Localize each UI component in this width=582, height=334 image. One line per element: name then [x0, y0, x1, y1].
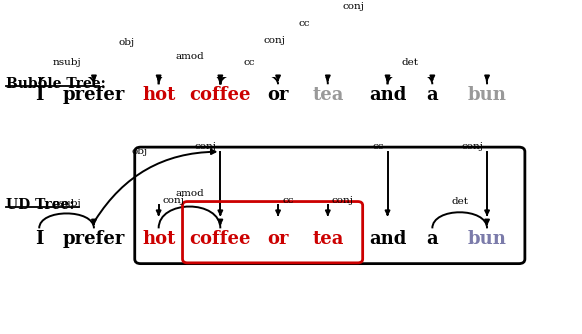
Text: a: a: [427, 86, 438, 104]
Text: cc: cc: [243, 58, 255, 67]
Text: I: I: [35, 230, 44, 248]
Text: cc: cc: [282, 196, 293, 205]
Text: cc: cc: [298, 19, 310, 28]
Text: det: det: [402, 58, 418, 67]
Text: conj: conj: [461, 142, 483, 151]
Text: or: or: [267, 230, 289, 248]
Text: tea: tea: [312, 230, 343, 248]
Text: nsubj: nsubj: [52, 58, 81, 67]
Text: cc: cc: [372, 142, 384, 151]
Text: hot: hot: [142, 230, 175, 248]
Text: I: I: [35, 86, 44, 104]
Text: and: and: [369, 86, 406, 104]
Text: obj: obj: [118, 38, 134, 47]
Text: coffee: coffee: [190, 230, 251, 248]
Text: amod: amod: [175, 189, 204, 198]
Text: nsubj: nsubj: [52, 199, 81, 208]
Text: conj: conj: [194, 142, 217, 151]
Text: obj: obj: [131, 147, 147, 156]
Text: conj: conj: [263, 36, 285, 45]
Text: coffee: coffee: [190, 86, 251, 104]
Text: conj: conj: [343, 2, 365, 11]
Text: amod: amod: [175, 51, 204, 60]
Text: hot: hot: [142, 86, 175, 104]
Text: bun: bun: [467, 86, 506, 104]
Text: a: a: [427, 230, 438, 248]
Text: or: or: [267, 86, 289, 104]
FancyArrowPatch shape: [95, 150, 215, 220]
Text: bun: bun: [467, 230, 506, 248]
Text: tea: tea: [312, 86, 343, 104]
Text: prefer: prefer: [63, 230, 125, 248]
Text: and: and: [369, 230, 406, 248]
Text: conj: conj: [162, 196, 184, 205]
Text: det: det: [451, 197, 468, 206]
Text: conj: conj: [332, 196, 354, 205]
Text: UD Tree:: UD Tree:: [6, 198, 75, 212]
Text: prefer: prefer: [63, 86, 125, 104]
Text: Bubble Tree:: Bubble Tree:: [6, 77, 106, 92]
